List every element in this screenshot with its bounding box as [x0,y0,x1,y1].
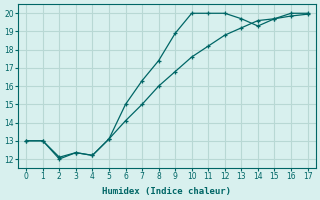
X-axis label: Humidex (Indice chaleur): Humidex (Indice chaleur) [102,187,231,196]
